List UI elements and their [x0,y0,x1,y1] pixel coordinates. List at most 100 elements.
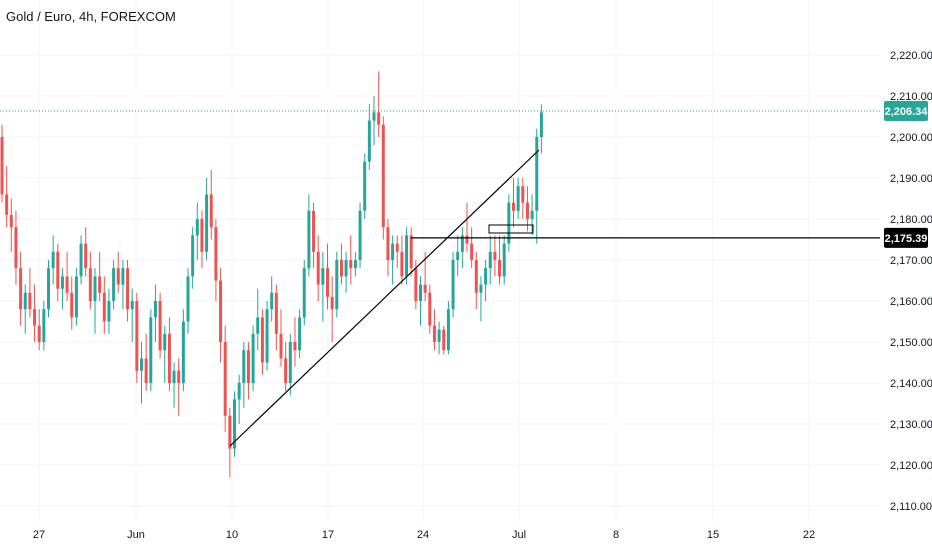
candle-body [405,235,409,277]
candle [214,219,218,301]
candle [144,333,148,392]
trendline [229,149,540,447]
candle [474,251,478,310]
candle-body [60,276,64,289]
candle [525,186,529,232]
candle-body [512,202,515,211]
candle [195,202,199,260]
candle [419,276,422,326]
candle [270,276,274,322]
chart-title: Gold / Euro, 4h, FOREXCOM [6,9,176,24]
candle [47,260,50,318]
candle-body [23,292,27,310]
candle [302,260,306,326]
range-box [488,224,534,234]
candle [242,342,246,408]
candle [228,407,232,478]
candle-body [321,268,325,285]
candle-body [391,243,395,260]
candle [395,235,399,269]
candle [488,235,492,285]
candle-body [488,251,492,269]
candle [451,251,455,318]
candle-body [121,268,125,285]
candle [19,251,23,326]
candle [42,301,46,351]
candle-body [219,280,223,342]
candle-body [516,186,520,211]
candle [470,227,474,269]
current-price-tag [884,101,928,122]
time-tick-label: 27 [33,529,45,541]
candle [205,178,209,260]
candle [377,71,381,137]
candle-body [107,301,111,322]
candle-body [256,317,260,334]
candle-body [0,137,4,195]
candle-body [260,317,264,363]
candle-body [507,202,511,244]
candle [0,124,4,203]
candle [260,309,264,375]
candle [153,284,157,342]
candle-body [456,251,460,260]
candle-body [74,276,78,318]
candle-body [409,235,413,269]
candle-body [246,350,250,383]
candle [298,309,302,359]
candle [246,342,250,400]
candle-body [288,342,292,383]
candle [37,309,41,351]
candle-body [358,210,362,260]
candle-body [479,284,483,293]
candle-body [93,276,97,301]
candle [539,104,543,154]
candle [312,202,316,269]
candle-body [335,260,339,310]
time-tick-label: 10 [226,529,238,541]
candle-body [484,268,488,285]
candle [400,235,404,285]
candle-body [446,309,450,351]
candle-body [228,415,232,449]
price-tick-label: 2,210.00 [890,91,932,103]
candle [349,235,353,285]
candle [223,325,227,433]
candle-body [195,219,199,236]
time-tick-label: 22 [803,529,815,541]
candle [158,292,162,359]
candle [344,251,348,293]
candle-body [330,296,334,310]
candle [191,227,195,289]
candle [116,251,120,293]
candle [391,235,395,285]
candle-body [339,260,343,277]
candle [437,321,441,355]
price-tick-label: 2,140.00 [890,378,932,390]
candle-body [284,358,288,383]
candle-body [270,292,274,310]
candle-body [293,342,297,351]
candle-body [65,276,69,293]
candle [149,309,153,392]
level-price-tag-label: 2,175.39 [885,233,928,245]
candle-body [158,301,162,351]
candle-body [372,112,376,121]
candle-body [498,260,502,277]
candle [284,342,288,392]
candle-body [37,325,41,342]
candle-body [465,235,469,244]
candle [79,235,83,285]
time-tick-label: Jun [127,529,145,541]
candle-body [344,260,348,277]
candle [386,219,390,277]
candle [163,325,167,383]
candle-body [377,112,381,125]
price-tick-label: 2,220.00 [890,50,932,62]
candle [321,251,325,322]
candle [60,268,64,310]
candle [372,96,376,146]
candle-body [205,194,209,252]
candle [353,251,357,277]
